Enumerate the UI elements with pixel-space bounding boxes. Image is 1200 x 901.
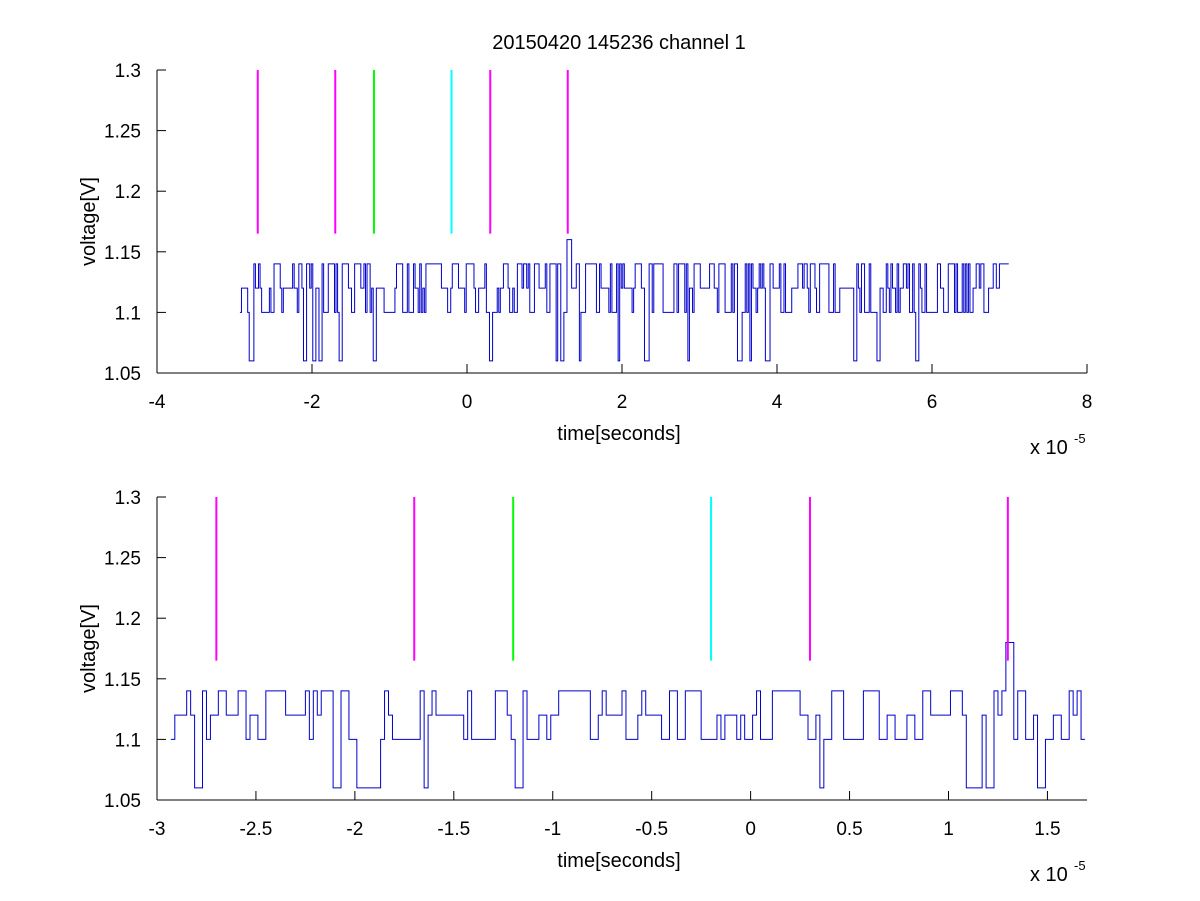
x-axis-label: time[seconds] [557,850,680,872]
x-tick-label: -3 [149,819,166,840]
y-tick-label: 1.3 [115,488,141,509]
x-tick-label: 0 [745,819,756,840]
y-tick-label: 1.05 [104,791,141,812]
figure-title: 20150420 145236 channel 1 [492,32,746,54]
y-tick-label: 1.15 [104,243,141,264]
top-subplot: -4 -2 0 2 4 6 8 1.05 1.1 1.15 1.2 1.25 1.3 time[secon… [78,61,1092,459]
y-axis-label: voltage[V] [78,604,100,693]
y-tick-label: 1.2 [115,182,141,203]
x-tick-label: -1.5 [437,819,470,840]
y-tick-label: 1.3 [115,61,141,82]
x-tick-label: -2.5 [240,819,273,840]
x-tick-label: -0.5 [635,819,668,840]
x-exponent-power: -5 [1074,431,1086,446]
x-tick-label: 4 [772,392,783,413]
x-axis-label: time[seconds] [557,423,680,445]
x-tick-label: 8 [1082,392,1093,413]
signal-trace [170,641,1086,789]
y-tick-label: 1.25 [104,549,141,570]
x-tick-label: -2 [304,392,321,413]
y-tick-label: 1.2 [115,609,141,630]
x-tick-label: 1.5 [1034,819,1060,840]
bottom-subplot: -3 -2.5 -2 -1.5 -1 -0.5 0 0.5 1 1.5 1.05 1.1 1.15 1.2… [78,488,1087,886]
x-exponent-power: -5 [1074,858,1086,873]
x-tick-label: 0.5 [836,819,862,840]
x-tick-label: 0 [462,392,473,413]
x-tick-label: 6 [927,392,938,413]
x-exponent-label: x 10 [1030,437,1068,459]
y-tick-label: 1.1 [115,303,141,324]
x-exponent-label: x 10 [1030,864,1068,886]
x-tick-label: 1 [943,819,954,840]
y-tick-label: 1.15 [104,670,141,691]
x-tick-label: -4 [149,392,166,413]
y-tick-label: 1.05 [104,364,141,385]
signal-trace [239,239,1009,362]
x-tick-label: -1 [544,819,561,840]
x-tick-label: -2 [346,819,363,840]
y-tick-label: 1.1 [115,730,141,751]
y-axis-label: voltage[V] [78,177,100,266]
x-tick-label: 2 [617,392,628,413]
y-tick-label: 1.25 [104,122,141,143]
